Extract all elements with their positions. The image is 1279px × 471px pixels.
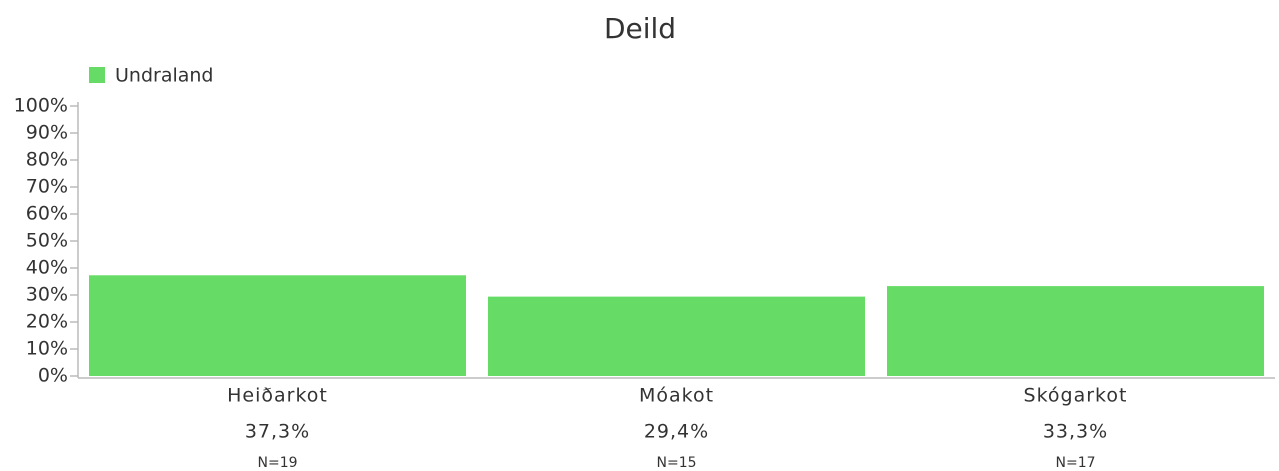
- legend-swatch: [89, 67, 105, 83]
- legend-label: Undraland: [115, 65, 214, 87]
- n-label: N=17: [1055, 455, 1095, 471]
- bar: [887, 286, 1264, 376]
- n-label: N=15: [656, 455, 696, 471]
- bar: [89, 275, 466, 376]
- y-tick-label: 60%: [26, 203, 68, 225]
- y-tick-label: 40%: [26, 257, 68, 279]
- y-tick-label: 90%: [26, 122, 68, 144]
- y-tick-label: 70%: [26, 176, 68, 198]
- x-tick-label: Móakot: [639, 385, 714, 407]
- chart-title: Deild: [604, 12, 676, 45]
- x-tick-label: Heiðarkot: [227, 385, 328, 407]
- n-label: N=19: [257, 455, 297, 471]
- value-label: 29,4%: [644, 421, 709, 443]
- y-tick-label: 10%: [26, 338, 68, 360]
- y-tick-label: 80%: [26, 149, 68, 171]
- x-tick-label: Skógarkot: [1024, 385, 1128, 407]
- bar: [488, 296, 865, 376]
- y-tick-label: 30%: [26, 284, 68, 306]
- y-tick-label: 0%: [38, 365, 68, 387]
- y-tick-label: 50%: [26, 230, 68, 252]
- value-label: 33,3%: [1043, 421, 1108, 443]
- y-tick-label: 20%: [26, 311, 68, 333]
- y-tick-label: 100%: [14, 95, 68, 117]
- value-label: 37,3%: [245, 421, 310, 443]
